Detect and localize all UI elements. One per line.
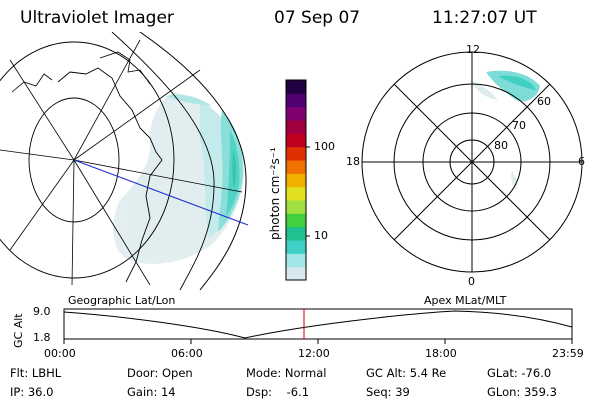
altitude-plot <box>63 308 573 344</box>
time-tick-0600: 06:00 <box>171 347 203 360</box>
colorbar-segment <box>286 253 306 268</box>
aurora-emission <box>113 92 245 264</box>
altitude-ylabel: GC Alt <box>12 313 25 348</box>
date-label: 07 Sep 07 <box>274 8 361 28</box>
filter-info: Flt: LBHL <box>10 366 62 380</box>
dsp-info: Dsp: -6.1 <box>246 385 310 399</box>
colorbar-tick-100: 100 <box>314 140 335 153</box>
ip-info: IP: 36.0 <box>10 385 54 399</box>
time-label: 11:27:07 UT <box>432 8 537 28</box>
colorbar-segment <box>286 186 306 201</box>
mlt-label-12: 12 <box>466 43 480 56</box>
gc-alt-info: GC Alt: 5.4 Re <box>366 366 447 380</box>
gain-info: Gain: 14 <box>127 385 176 399</box>
glon-info: GLon: 359.3 <box>487 385 557 399</box>
geographic-map <box>0 32 249 290</box>
colorbar-segment <box>286 240 306 254</box>
colorbar-segment <box>286 146 306 161</box>
time-tick-0000: 00:00 <box>44 347 76 360</box>
colorbar-segment <box>286 120 306 134</box>
colorbar-segment <box>286 173 306 188</box>
mlt-label-6: 6 <box>578 155 585 168</box>
colorbar-segment <box>286 266 306 281</box>
colorbar-segment <box>286 226 306 241</box>
colorbar-segment <box>286 106 306 121</box>
altitude-ytick-top: 9.0 <box>33 305 51 318</box>
mlt-label-18: 18 <box>346 155 360 168</box>
mlat-label-80: 80 <box>494 139 508 152</box>
colorbar-segment <box>286 160 306 174</box>
polar-map-label: Apex MLat/MLT <box>424 294 507 307</box>
polar-map <box>361 51 583 273</box>
colorbar-segment <box>286 93 306 108</box>
seq-info: Seq: 39 <box>366 385 410 399</box>
time-tick-1800: 18:00 <box>425 347 457 360</box>
mlat-label-60: 60 <box>537 95 551 108</box>
colorbar-segment <box>286 133 306 148</box>
glat-info: GLat: -76.0 <box>487 366 552 380</box>
colorbar-unit-label: photon cm⁻²s⁻¹ <box>268 147 282 240</box>
colorbar-segment <box>286 200 306 214</box>
geographic-map-label: Geographic Lat/Lon <box>68 294 176 307</box>
instrument-title: Ultraviolet Imager <box>20 8 174 28</box>
time-tick-2359: 23:59 <box>552 347 584 360</box>
mlt-label-0: 0 <box>468 275 475 288</box>
altitude-ytick-bottom: 1.8 <box>33 331 51 344</box>
colorbar-tick-10: 10 <box>314 229 328 242</box>
door-info: Door: Open <box>127 366 193 380</box>
color-bar <box>286 80 306 281</box>
colorbar-segment <box>286 80 306 94</box>
mlat-label-70: 70 <box>512 119 526 132</box>
time-tick-1200: 12:00 <box>298 347 330 360</box>
mode-info: Mode: Normal <box>246 366 327 380</box>
colorbar-segment <box>286 213 306 228</box>
